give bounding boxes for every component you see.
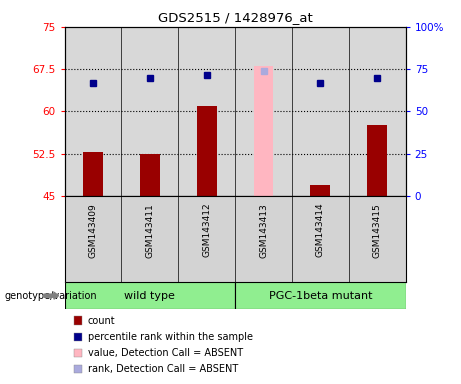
Text: GSM143412: GSM143412 <box>202 203 211 257</box>
Text: wild type: wild type <box>124 291 175 301</box>
Bar <box>197 106 217 196</box>
Text: value, Detection Call = ABSENT: value, Detection Call = ABSENT <box>88 348 242 358</box>
Bar <box>310 185 331 196</box>
Bar <box>235 282 406 309</box>
Text: genotype/variation: genotype/variation <box>5 291 97 301</box>
Text: rank, Detection Call = ABSENT: rank, Detection Call = ABSENT <box>88 364 238 374</box>
Bar <box>254 66 273 196</box>
Bar <box>140 154 160 196</box>
Text: GSM143415: GSM143415 <box>373 203 382 258</box>
Text: GSM143411: GSM143411 <box>145 203 154 258</box>
Text: GSM143414: GSM143414 <box>316 203 325 257</box>
Text: count: count <box>88 316 115 326</box>
Text: PGC-1beta mutant: PGC-1beta mutant <box>269 291 372 301</box>
Bar <box>65 282 235 309</box>
Title: GDS2515 / 1428976_at: GDS2515 / 1428976_at <box>158 11 313 24</box>
Text: GSM143413: GSM143413 <box>259 203 268 258</box>
Bar <box>83 152 103 196</box>
Text: GSM143409: GSM143409 <box>89 203 97 258</box>
Bar <box>367 126 387 196</box>
Text: percentile rank within the sample: percentile rank within the sample <box>88 332 253 342</box>
